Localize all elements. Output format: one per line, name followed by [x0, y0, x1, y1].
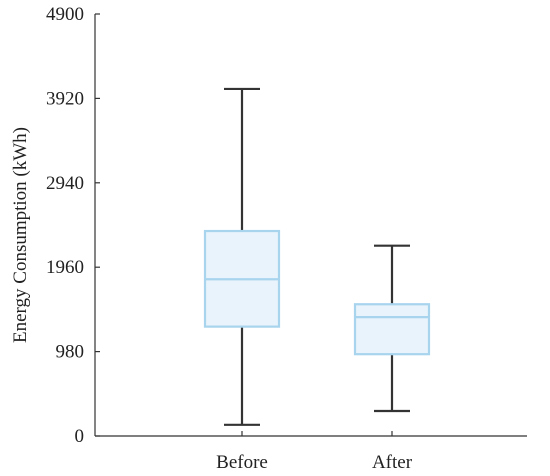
y-tick-label-1: 980 — [56, 342, 85, 363]
y-axis-title: Energy Consumption (kWh) — [10, 127, 31, 343]
x-tick-label-before: Before — [216, 452, 268, 473]
y-tick-label-4: 3920 — [46, 88, 84, 109]
y-ticks: 0 980 1960 2940 3920 4900 — [46, 4, 100, 447]
y-tick-label-2: 1960 — [46, 257, 84, 278]
axes-layer — [94, 14, 527, 437]
iqr-box-after — [353, 303, 431, 356]
box-after — [353, 244, 431, 413]
y-tick-label-3: 2940 — [46, 173, 84, 194]
y-tick-label-5: 4900 — [46, 4, 84, 25]
x-tick-label-after: After — [372, 452, 413, 473]
boxes-layer — [203, 87, 431, 426]
x-ticks: Before After — [216, 431, 413, 473]
y-tick-label-0: 0 — [75, 426, 85, 447]
box-before — [203, 87, 281, 426]
